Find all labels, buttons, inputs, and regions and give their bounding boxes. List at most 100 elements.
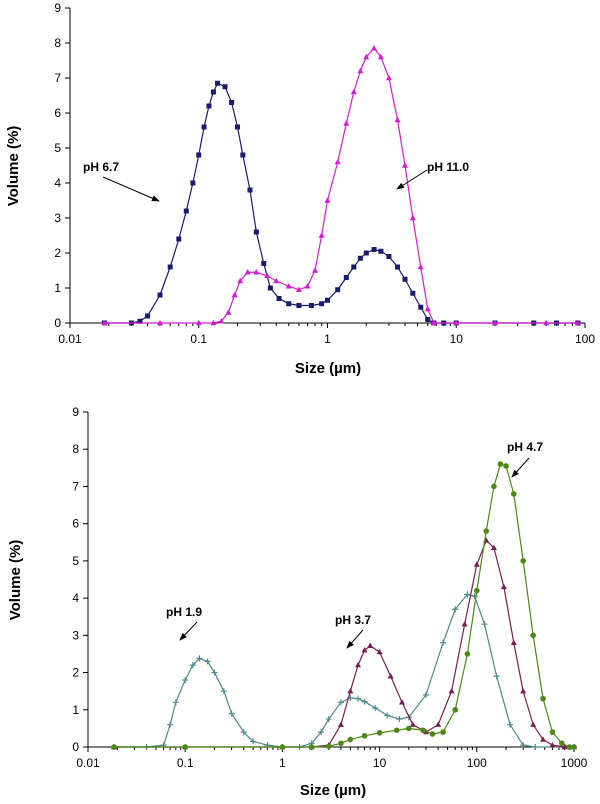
x-tick-label: 1000 bbox=[561, 756, 588, 770]
data-point-ph-11-0 bbox=[363, 53, 370, 60]
data-point-ph-1-9 bbox=[471, 593, 478, 600]
x-axis-label-top: Size (µm) bbox=[295, 360, 361, 377]
data-point-ph-1-9 bbox=[325, 716, 332, 723]
data-point-ph-6-7 bbox=[247, 187, 253, 193]
data-point-ph-6-7 bbox=[319, 301, 325, 307]
data-point-ph-4-7 bbox=[491, 483, 497, 490]
data-point-ph-11-0 bbox=[334, 158, 341, 165]
data-point-ph-1-9 bbox=[228, 710, 235, 717]
data-point-ph-6-7 bbox=[240, 152, 246, 158]
data-point-ph-11-0 bbox=[574, 319, 581, 326]
data-point-ph-4-7 bbox=[452, 706, 459, 713]
annotation-ph-1-9: pH 1.9 bbox=[166, 605, 202, 619]
data-point-ph-11-0 bbox=[156, 319, 163, 326]
data-point-ph-4-7 bbox=[503, 463, 509, 469]
data-point-ph-6-7 bbox=[210, 89, 216, 95]
data-point-ph-4-7 bbox=[540, 695, 546, 702]
data-point-ph-11-0 bbox=[453, 319, 460, 326]
series-ph-3-7 bbox=[110, 537, 577, 750]
data-point-ph-4-7 bbox=[530, 632, 536, 639]
data-point-ph-11-0 bbox=[210, 319, 217, 326]
y-tick-label: 9 bbox=[72, 405, 79, 419]
data-point-ph-6-7 bbox=[222, 84, 228, 90]
y-tick-label: 3 bbox=[54, 211, 61, 225]
data-point-ph-11-0 bbox=[304, 283, 311, 289]
data-point-ph-11-0 bbox=[430, 319, 437, 326]
y-tick-label: 5 bbox=[72, 554, 79, 568]
data-point-ph-11-0 bbox=[343, 120, 350, 126]
data-point-ph-4-7 bbox=[376, 730, 383, 736]
x-tick-label: 100 bbox=[575, 332, 595, 346]
data-point-ph-4-7 bbox=[338, 740, 344, 747]
data-point-ph-1-9 bbox=[464, 591, 471, 598]
data-point-ph-6-7 bbox=[176, 236, 182, 242]
data-point-ph-6-7 bbox=[261, 261, 267, 266]
data-point-ph-4-7 bbox=[279, 744, 286, 750]
data-point-ph-6-7 bbox=[418, 304, 424, 310]
data-point-ph-3-7 bbox=[409, 721, 416, 727]
y-axis-label-top: Volume (%) bbox=[5, 126, 22, 207]
data-point-ph-6-7 bbox=[137, 318, 143, 324]
data-point-ph-1-9 bbox=[172, 699, 179, 706]
data-point-ph-11-0 bbox=[424, 305, 431, 312]
data-point-ph-4-7 bbox=[520, 558, 526, 564]
data-point-ph-6-7 bbox=[386, 254, 392, 259]
data-point-ph-6-7 bbox=[235, 124, 241, 130]
data-point-ph-4-7 bbox=[347, 736, 354, 743]
data-point-ph-6-7 bbox=[145, 313, 151, 319]
data-point-ph-11-0 bbox=[417, 263, 424, 270]
x-tick-label: 0.1 bbox=[190, 332, 207, 346]
data-point-ph-6-7 bbox=[201, 124, 207, 130]
x-tick-label: 10 bbox=[450, 332, 464, 346]
series-group-top bbox=[101, 45, 581, 326]
data-point-ph-4-7 bbox=[571, 744, 577, 750]
data-point-ph-1-9 bbox=[355, 695, 362, 702]
y-tick-label: 8 bbox=[72, 442, 79, 456]
data-point-ph-1-9 bbox=[507, 721, 514, 728]
y-ticks-bottom: 0 1 2 3 4 5 6 7 8 9 bbox=[72, 405, 88, 754]
annotation-arrow-ph-3-7 bbox=[346, 629, 364, 649]
annotation-arrow-ph-11-0 bbox=[396, 169, 428, 190]
data-point-ph-11-0 bbox=[318, 232, 325, 238]
y-tick-label: 4 bbox=[54, 176, 61, 190]
data-point-ph-6-7 bbox=[229, 100, 235, 105]
data-point-ph-6-7 bbox=[363, 250, 369, 256]
series-ph-11-0 bbox=[101, 45, 581, 326]
data-point-ph-1-9 bbox=[220, 688, 227, 695]
annotation-ph-3-7: pH 3.7 bbox=[335, 613, 371, 627]
data-point-ph-6-7 bbox=[357, 255, 363, 261]
data-point-ph-11-0 bbox=[350, 88, 357, 95]
chart-bottom: 0 1 2 3 4 5 6 7 8 9 0.01 0.1 1 10 100 1000 pH 1.9 pH 3… bbox=[7, 405, 588, 799]
annotation-ph-11-0: pH 11.0 bbox=[427, 160, 469, 174]
data-point-ph-11-0 bbox=[231, 291, 238, 298]
data-point-ph-6-7 bbox=[190, 180, 196, 186]
data-point-ph-11-0 bbox=[101, 319, 108, 326]
data-point-ph-3-7 bbox=[510, 639, 517, 645]
data-point-ph-6-7 bbox=[276, 296, 282, 301]
data-point-ph-1-9 bbox=[440, 639, 447, 646]
data-point-ph-3-7 bbox=[387, 673, 394, 679]
data-point-ph-11-0 bbox=[324, 197, 331, 203]
data-point-ph-6-7 bbox=[410, 290, 416, 296]
annotation-arrow-ph-1-9 bbox=[179, 621, 198, 641]
x-tick-label: 100 bbox=[467, 756, 487, 770]
data-point-ph-6-7 bbox=[183, 208, 189, 214]
data-point-ph-3-7 bbox=[355, 661, 362, 668]
data-point-ph-11-0 bbox=[273, 277, 280, 284]
data-point-ph-1-9 bbox=[240, 729, 247, 736]
data-point-ph-11-0 bbox=[385, 74, 392, 81]
data-point-ph-3-7 bbox=[367, 642, 374, 648]
series-group-bottom bbox=[110, 461, 577, 750]
y-tick-label: 2 bbox=[54, 246, 61, 260]
y-tick-label: 6 bbox=[54, 106, 61, 120]
data-point-ph-6-7 bbox=[267, 285, 273, 291]
y-tick-label: 2 bbox=[72, 666, 79, 680]
data-point-ph-6-7 bbox=[325, 297, 330, 303]
data-point-ph-4-7 bbox=[474, 587, 480, 594]
data-point-ph-11-0 bbox=[402, 162, 409, 168]
data-point-ph-6-7 bbox=[402, 276, 408, 282]
data-point-ph-4-7 bbox=[182, 744, 188, 750]
data-point-ph-6-7 bbox=[196, 152, 202, 158]
data-point-ph-11-0 bbox=[244, 269, 251, 275]
series-ph-6-7 bbox=[101, 80, 581, 326]
